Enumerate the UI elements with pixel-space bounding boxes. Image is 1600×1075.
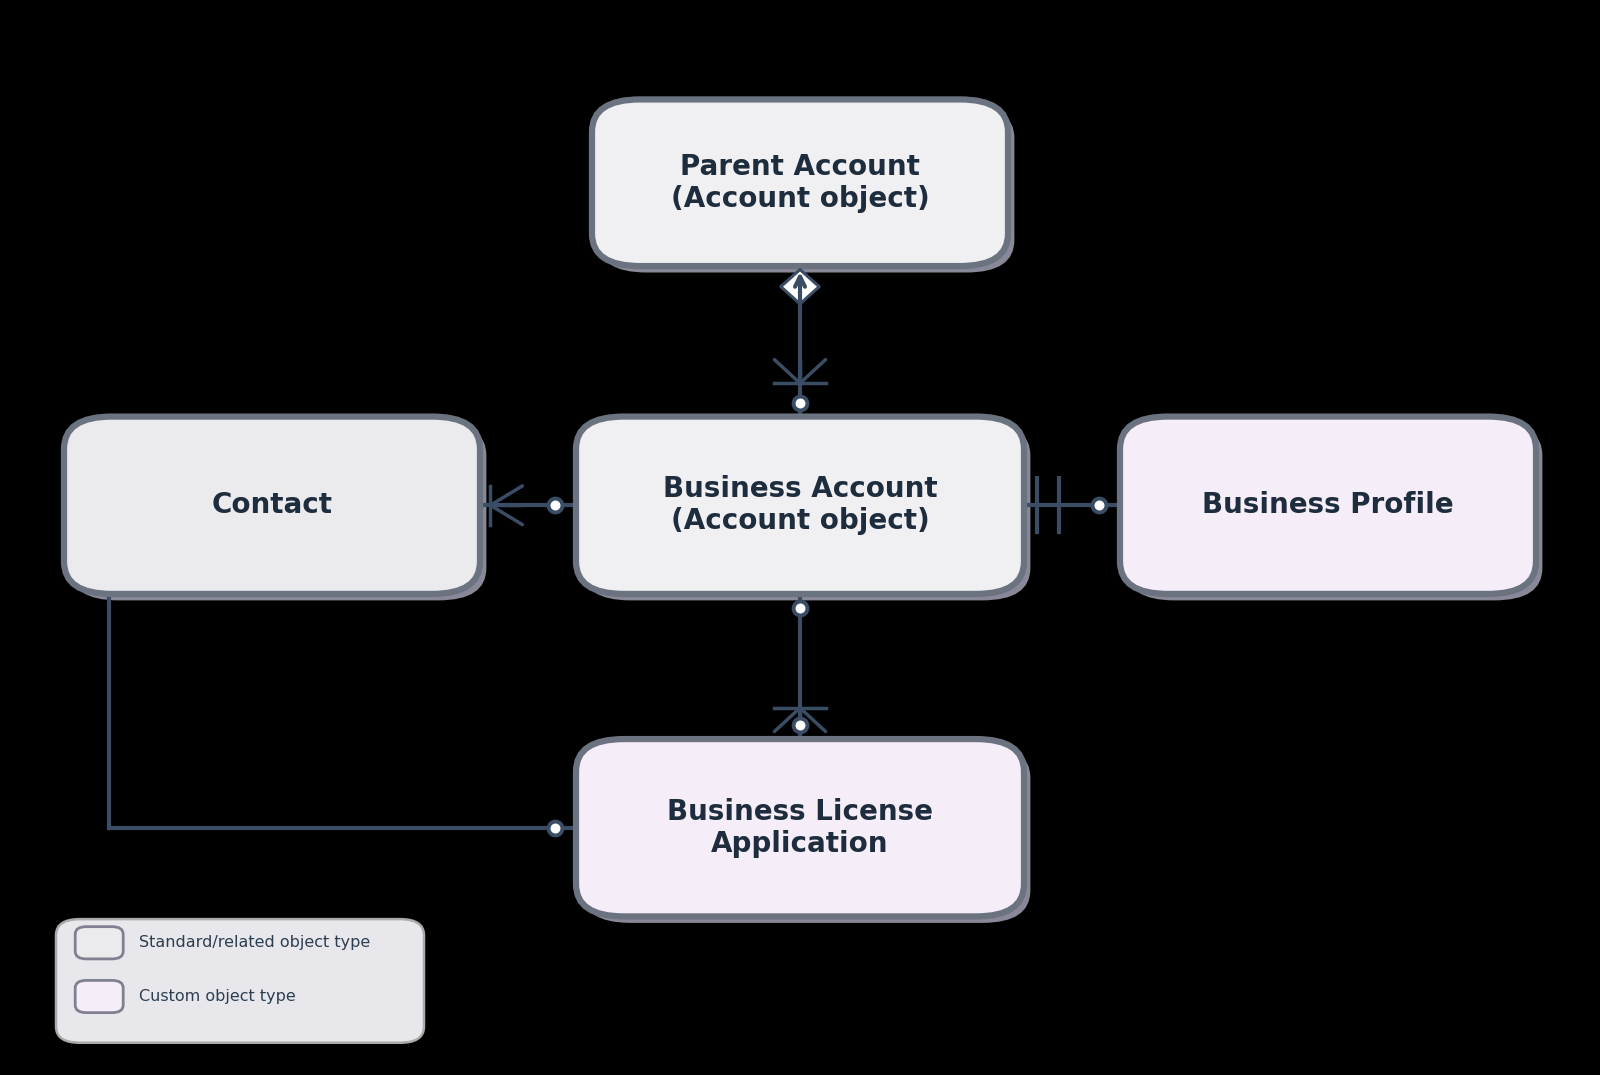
Text: Contact: Contact xyxy=(211,491,333,519)
FancyBboxPatch shape xyxy=(598,106,1014,272)
FancyBboxPatch shape xyxy=(1126,422,1542,600)
FancyBboxPatch shape xyxy=(56,919,424,1043)
Text: Business License
Application: Business License Application xyxy=(667,798,933,858)
FancyBboxPatch shape xyxy=(64,416,480,593)
FancyBboxPatch shape xyxy=(1120,416,1536,593)
Text: Standard/related object type: Standard/related object type xyxy=(139,935,371,950)
Text: Parent Account
(Account object): Parent Account (Account object) xyxy=(670,153,930,213)
FancyBboxPatch shape xyxy=(576,740,1024,916)
FancyBboxPatch shape xyxy=(582,746,1030,922)
Text: Business Profile: Business Profile xyxy=(1202,491,1454,519)
Text: Business Account
(Account object): Business Account (Account object) xyxy=(662,475,938,535)
Polygon shape xyxy=(781,270,819,304)
FancyBboxPatch shape xyxy=(70,422,486,600)
FancyBboxPatch shape xyxy=(592,99,1008,267)
FancyBboxPatch shape xyxy=(582,422,1030,600)
FancyBboxPatch shape xyxy=(576,416,1024,593)
FancyBboxPatch shape xyxy=(75,927,123,959)
Text: Custom object type: Custom object type xyxy=(139,989,296,1004)
FancyBboxPatch shape xyxy=(75,980,123,1013)
